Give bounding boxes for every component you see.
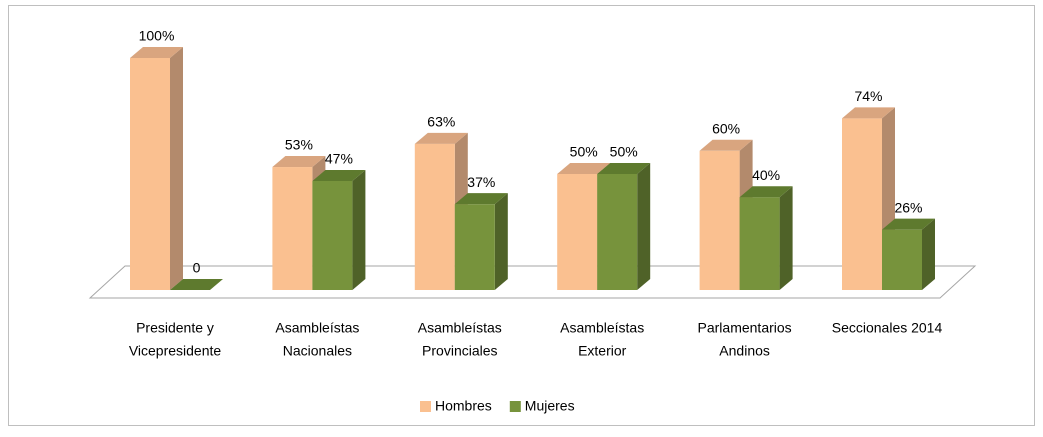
- x-tick-label: Vicepresidente: [129, 343, 222, 359]
- x-tick-label: Nacionales: [283, 343, 352, 359]
- data-label: 63%: [427, 114, 455, 130]
- legend-label: Mujeres: [525, 398, 575, 414]
- bar-top: [699, 139, 753, 151]
- bar-side: [352, 169, 366, 290]
- x-tick-label: Provinciales: [422, 343, 497, 359]
- bar-top: [842, 107, 895, 119]
- bar: [454, 204, 495, 290]
- data-label: 40%: [752, 167, 780, 183]
- x-tick-label: Asambleístas: [275, 320, 359, 336]
- bar: [842, 118, 882, 290]
- bar-top: [882, 218, 935, 230]
- legend-label: Hombres: [435, 398, 492, 414]
- data-label: 60%: [712, 121, 740, 137]
- x-tick-label: Asambleístas: [418, 320, 502, 336]
- data-label: 100%: [139, 28, 175, 44]
- bar-top: [312, 169, 366, 181]
- x-tick-label: Parlamentarios: [698, 320, 792, 336]
- x-tick-label: Exterior: [578, 343, 627, 359]
- x-tick-label: Seccionales 2014: [832, 320, 943, 336]
- bar: [130, 58, 170, 290]
- bar: [739, 197, 780, 290]
- data-label: 37%: [467, 174, 495, 190]
- bar-side: [922, 218, 935, 290]
- bar: [699, 150, 740, 290]
- bar-top: [272, 156, 326, 168]
- data-label: 0: [193, 260, 201, 276]
- bar: [414, 143, 455, 290]
- data-label: 74%: [854, 88, 882, 104]
- bar-top: [454, 193, 508, 205]
- data-label: 50%: [570, 144, 598, 160]
- bar: [597, 174, 638, 290]
- bar-side: [170, 47, 183, 290]
- bar-side: [779, 186, 793, 290]
- data-label: 26%: [894, 199, 922, 215]
- bar-top: [414, 132, 468, 144]
- bar-side: [494, 193, 508, 290]
- bar-top: [170, 279, 223, 290]
- bar-top: [597, 163, 651, 174]
- x-tick-label: Andinos: [719, 343, 770, 359]
- bar: [557, 174, 598, 290]
- data-label: 50%: [610, 144, 638, 160]
- bar-top: [130, 47, 183, 58]
- bar-top: [739, 186, 793, 198]
- x-tick-label: Presidente y: [136, 320, 214, 336]
- legend-swatch: [509, 401, 521, 412]
- bar: [272, 167, 313, 290]
- data-label: 47%: [325, 151, 353, 167]
- x-tick-label: Asambleístas: [560, 320, 644, 336]
- bar-top: [557, 163, 611, 174]
- bar: [882, 229, 922, 290]
- bar: [312, 180, 353, 290]
- data-label: 53%: [285, 137, 313, 153]
- bar-side: [637, 163, 651, 290]
- legend-swatch: [420, 401, 431, 412]
